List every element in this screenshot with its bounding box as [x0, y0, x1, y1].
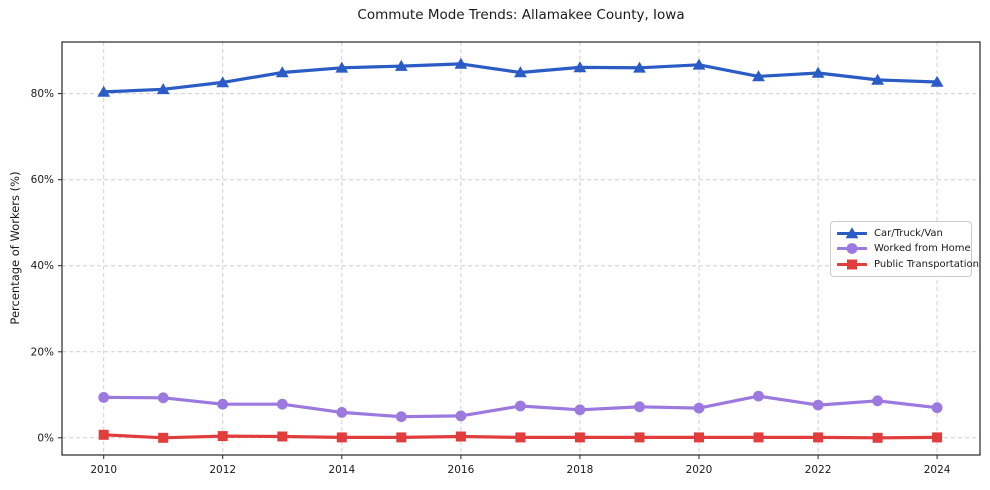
- square-marker-public-transportation: [574, 432, 585, 443]
- circle-marker-worked-from-home: [753, 390, 764, 402]
- triangle-marker-car-truck-van: [216, 76, 230, 88]
- triangle-marker-car-truck-van: [156, 83, 170, 95]
- x-tick-label: 2020: [686, 464, 713, 476]
- x-tick-label: 2014: [328, 464, 355, 476]
- triangle-marker-car-truck-van: [97, 85, 111, 97]
- y-tick-label: 80%: [31, 88, 54, 100]
- legend-item-car: Car/Truck/Van: [837, 227, 965, 240]
- triangle-marker-car-truck-van: [692, 58, 706, 70]
- square-marker-public-transportation: [515, 432, 526, 443]
- legend-label-car: Car/Truck/Van: [874, 228, 943, 240]
- y-tick-label: 0%: [37, 432, 54, 444]
- y-tick-label: 60%: [31, 174, 54, 186]
- circle-marker-worked-from-home: [515, 400, 526, 412]
- square-marker-public-transportation: [634, 432, 645, 443]
- circle-marker-worked-from-home: [455, 410, 467, 422]
- circle-marker-worked-from-home: [693, 402, 705, 414]
- circle-marker-worked-from-home: [634, 401, 645, 413]
- circle-marker-worked-from-home: [872, 395, 883, 407]
- circle-marker-worked-from-home: [157, 392, 169, 404]
- x-tick-label: 2016: [448, 464, 475, 476]
- legend-sample-circle-marker: [846, 243, 858, 255]
- x-tick-label: 2024: [924, 464, 951, 476]
- legend-label-home: Worked from Home: [874, 243, 971, 255]
- x-tick-label: 2022: [805, 464, 832, 476]
- triangle-marker-car-truck-van: [633, 61, 646, 73]
- square-marker-public-transportation: [932, 432, 943, 443]
- square-marker-public-transportation: [277, 431, 288, 442]
- legend-label-public: Public Transportation: [874, 258, 979, 270]
- circle-marker-worked-from-home: [217, 398, 229, 410]
- axes-frame: [61, 41, 981, 456]
- triangle-marker-car-truck-van: [811, 66, 825, 78]
- square-marker-public-transportation: [455, 431, 466, 442]
- triangle-marker-car-truck-van: [335, 61, 349, 73]
- circle-marker-worked-from-home: [98, 392, 110, 403]
- square-marker-public-transportation: [753, 432, 764, 443]
- legend: Car/Truck/Van Worked from Home Public Tr…: [830, 221, 979, 277]
- circle-marker-worked-from-home: [276, 398, 288, 410]
- triangle-marker-car-truck-van: [514, 66, 527, 78]
- triangle-marker-car-truck-van: [573, 61, 587, 73]
- home-line-sample-icon: [837, 243, 867, 255]
- chart-title: Commute Mode Trends: Allamakee County, I…: [357, 7, 685, 23]
- public-line-sample-icon: [837, 259, 867, 270]
- y-tick-label: 20%: [31, 346, 54, 358]
- square-marker-public-transportation: [813, 432, 824, 443]
- triangle-marker-car-truck-van: [752, 70, 765, 82]
- legend-item-public: Public Transportation: [837, 258, 979, 271]
- square-marker-public-transportation: [158, 432, 169, 443]
- square-marker-public-transportation: [336, 432, 347, 443]
- square-marker-public-transportation: [694, 432, 704, 443]
- circle-marker-worked-from-home: [574, 404, 586, 416]
- legend-sample-square-marker: [847, 259, 857, 270]
- triangle-marker-car-truck-van: [454, 57, 468, 69]
- circle-marker-worked-from-home: [931, 402, 943, 414]
- circle-marker-worked-from-home: [812, 399, 824, 411]
- square-marker-public-transportation: [396, 432, 407, 443]
- circle-marker-worked-from-home: [395, 411, 407, 423]
- x-tick-label: 2018: [567, 464, 594, 476]
- legend-item-home: Worked from Home: [837, 242, 971, 255]
- triangle-marker-car-truck-van: [930, 75, 944, 87]
- triangle-marker-car-truck-van: [871, 73, 884, 85]
- triangle-marker-car-truck-van: [394, 59, 408, 71]
- car-line-sample-icon: [837, 227, 867, 239]
- square-marker-public-transportation: [98, 429, 109, 440]
- legend-sample-triangle-marker: [845, 227, 859, 239]
- y-tick-label: 40%: [31, 260, 54, 272]
- circle-marker-worked-from-home: [336, 407, 348, 418]
- square-marker-public-transportation: [217, 431, 228, 442]
- square-marker-public-transportation: [872, 432, 883, 443]
- x-tick-label: 2010: [90, 464, 117, 476]
- triangle-marker-car-truck-van: [275, 66, 289, 78]
- x-tick-label: 2012: [209, 464, 236, 476]
